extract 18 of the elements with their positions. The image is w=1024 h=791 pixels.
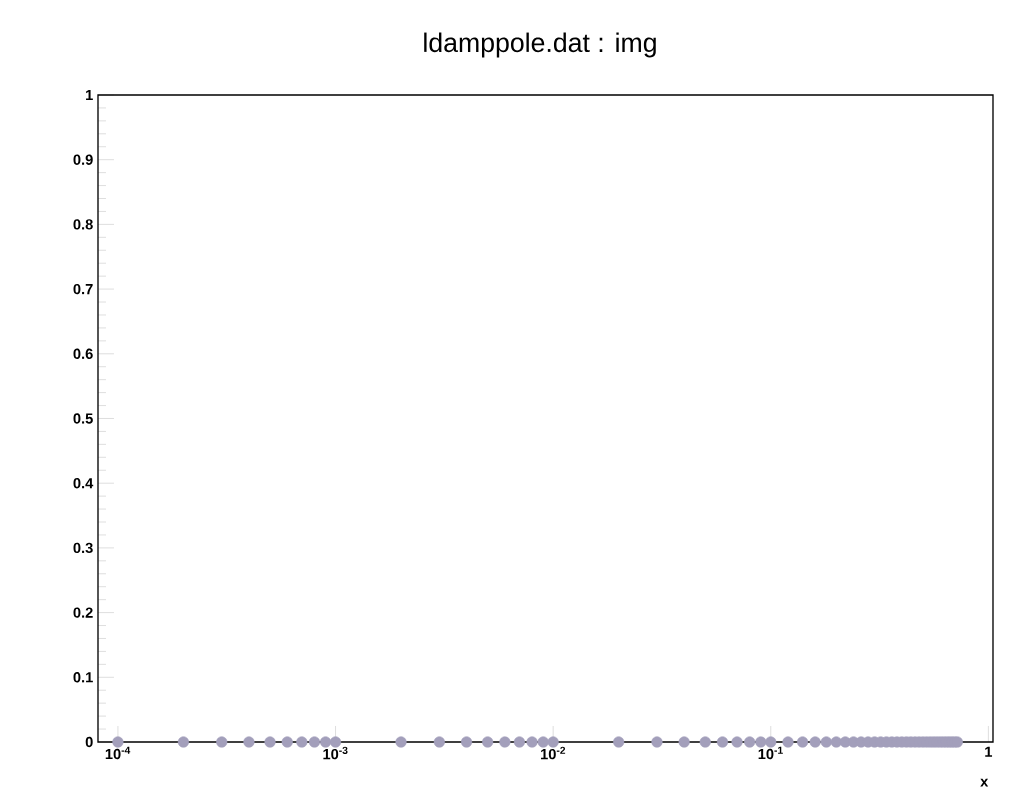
y-tick-label: 0.5 bbox=[73, 413, 93, 424]
x-tick-label: 10$^{-3}$ bbox=[323, 746, 348, 760]
y-tick-label: 0.7 bbox=[73, 283, 93, 295]
x-tick-label: 10$^{-4}$ bbox=[105, 746, 131, 760]
y-tick-label: 0 bbox=[85, 736, 93, 748]
chart-title: ldamppole.dat : img bbox=[424, 32, 656, 58]
x-tick-label: 10$^{-2}$ bbox=[541, 746, 566, 760]
x-tick-label: 1 bbox=[985, 746, 993, 757]
y-tick-label: 0.3 bbox=[73, 542, 93, 554]
y-tick-label: 0.9 bbox=[73, 154, 93, 165]
x-axis-title: x bbox=[980, 778, 989, 787]
x-tick-label: 10$^{-1}$ bbox=[758, 746, 783, 760]
y-tick-label: 0.8 bbox=[73, 219, 93, 230]
y-tick-label: 0.4 bbox=[73, 478, 94, 489]
y-tick-label: 1 bbox=[86, 90, 93, 101]
y-tick-label: 0.1 bbox=[73, 672, 93, 683]
y-tick-label: 0.2 bbox=[73, 607, 93, 618]
y-tick-label: 0.6 bbox=[73, 348, 93, 360]
